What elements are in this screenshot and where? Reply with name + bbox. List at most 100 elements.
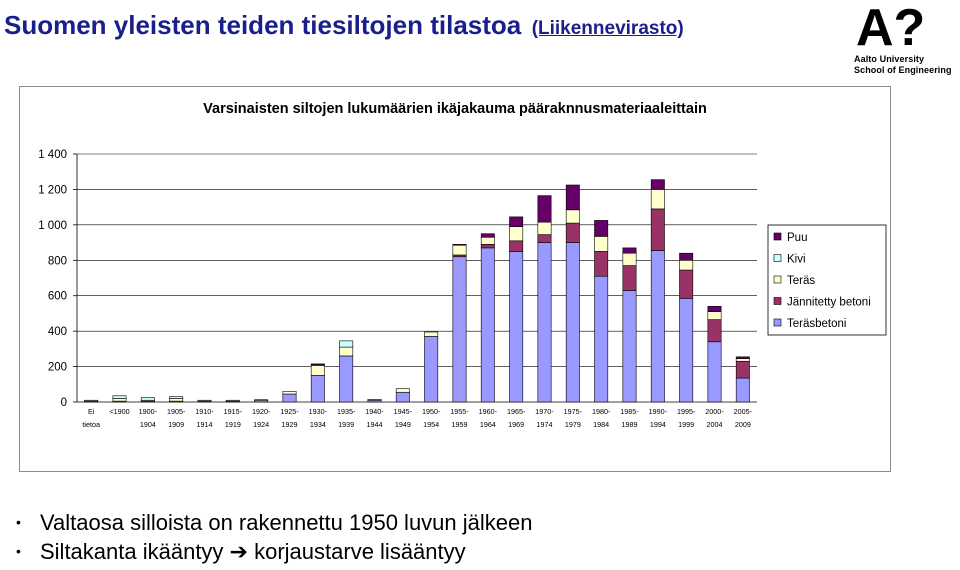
bar-segment [282, 391, 297, 395]
bar-segment [169, 398, 184, 402]
source-link[interactable]: (Liikennevirasto) [531, 18, 684, 39]
slide-title-row: Suomen yleisten teiden tiesiltojen tilas… [4, 10, 684, 41]
x-tick-label: 1980- [592, 407, 611, 416]
bar-segment [650, 179, 665, 190]
logo-university: Aalto University [854, 54, 925, 64]
bar-segment [735, 377, 750, 403]
x-tick-label: 1934 [310, 420, 326, 429]
bar-segment [537, 195, 552, 223]
bar-segment [509, 226, 524, 242]
bar-segment [339, 355, 354, 403]
x-tick-label: 1924 [253, 420, 269, 429]
legend-label: Teräs [787, 275, 815, 287]
aalto-logo-mark: A? [856, 4, 925, 50]
bar-segment [707, 306, 722, 312]
bar-segment [735, 360, 750, 379]
bar-segment [310, 363, 325, 366]
y-tick-label: 1 200 [38, 184, 67, 196]
x-tick-label: 1979 [565, 420, 581, 429]
x-tick-label: 1954 [423, 420, 439, 429]
bar-segment [282, 393, 297, 403]
y-tick-label: 1 000 [38, 220, 67, 232]
legend-swatch [773, 318, 782, 327]
stacked-bar-chart: 0 200 400 600 800 1 000 1 200 1 400 Ei tietoa <190… [38, 149, 887, 429]
bar-segment [537, 221, 552, 235]
legend-label: Kivi [787, 254, 806, 266]
bar-segment [565, 209, 580, 224]
logo-mark-text: A? [856, 4, 925, 50]
x-tick-label: 1929 [282, 420, 298, 429]
bar-segment [594, 275, 609, 403]
legend-label: Puu [787, 232, 807, 244]
bar-segment [140, 397, 155, 401]
x-tick-label: 1945- [394, 407, 413, 416]
bar-segment [594, 236, 609, 252]
x-tick-label: 1939 [338, 420, 354, 429]
bar-segment [367, 399, 382, 401]
bar-segment [84, 399, 99, 402]
bullet-1-text: Valtaosa silloista on rakennettu 1950 lu… [40, 510, 533, 535]
bar-segment [254, 399, 269, 401]
x-tick-label: 1949 [395, 420, 411, 429]
legend-swatch [773, 275, 782, 284]
legend-label: Jännitetty betoni [787, 297, 871, 309]
x-tick-label: 1975- [564, 407, 583, 416]
bar-segment [735, 356, 750, 359]
right-arrow-icon: ➔ [229, 539, 248, 564]
bar-segment [509, 251, 524, 403]
x-tick-label: 1935- [337, 407, 356, 416]
bar-segment [537, 234, 552, 243]
bar-segment [594, 220, 609, 237]
bar-segment [395, 388, 410, 393]
legend-swatch [773, 232, 782, 241]
bar-segment [622, 247, 637, 254]
bar-segment [622, 290, 637, 403]
bar-segment [452, 244, 467, 246]
bar-segment [509, 216, 524, 227]
x-tick-label: 1919 [225, 420, 241, 429]
bar-segment [339, 346, 354, 357]
bar-segment [594, 251, 609, 277]
x-tick-label: <1900 [109, 407, 129, 416]
x-tick-label: 1985- [620, 407, 639, 416]
aalto-logo: A? Aalto University School of Engineerin… [852, 4, 958, 76]
legend-box [767, 224, 887, 336]
chart-area: Varsinaisten siltojen lukumäärien ikäjak… [19, 86, 891, 472]
x-tick-label: 1989 [622, 420, 638, 429]
y-tick-label: 800 [48, 255, 67, 267]
x-tick-label: 1909 [168, 420, 184, 429]
x-tick-label: Ei [88, 407, 95, 416]
bar-segment [452, 244, 467, 256]
bar-segment [310, 365, 325, 376]
bar-segment [565, 242, 580, 403]
x-tick-label: 1984 [593, 420, 609, 429]
x-tick-label: 1920- [252, 407, 271, 416]
bar-segment [310, 375, 325, 403]
x-tick-label: 1914 [197, 420, 213, 429]
x-tick-label: 1969 [508, 420, 524, 429]
bullet-1: Valtaosa silloista on rakennettu 1950 lu… [16, 508, 532, 537]
bar-segment [622, 265, 637, 291]
slide-title: Suomen yleisten teiden tiesiltojen tilas… [4, 10, 522, 40]
bar-segment [112, 398, 127, 402]
x-tick-label: 1930- [309, 407, 328, 416]
bar-segment [480, 244, 495, 249]
x-tick-label: tietoa [82, 420, 100, 429]
x-tick-label: 1959 [452, 420, 468, 429]
bar-segment [650, 208, 665, 251]
bar-segment [679, 252, 694, 261]
x-tick-label: 1990- [649, 407, 668, 416]
x-tick-label: 2005- [734, 407, 753, 416]
bar-segment [622, 252, 637, 266]
legend-label: Teräsbetoni [787, 318, 846, 330]
x-tick-label: 1925- [280, 407, 299, 416]
bar-segment [197, 399, 212, 402]
bar-segment [509, 240, 524, 252]
bar-segment [480, 247, 495, 403]
bar-segment [339, 340, 354, 348]
y-tick-label: 400 [48, 326, 67, 338]
bar-segment [679, 298, 694, 403]
x-tick-label: 1974 [537, 420, 553, 429]
bar-segment [707, 311, 722, 320]
x-tick-label: 1910- [195, 407, 214, 416]
